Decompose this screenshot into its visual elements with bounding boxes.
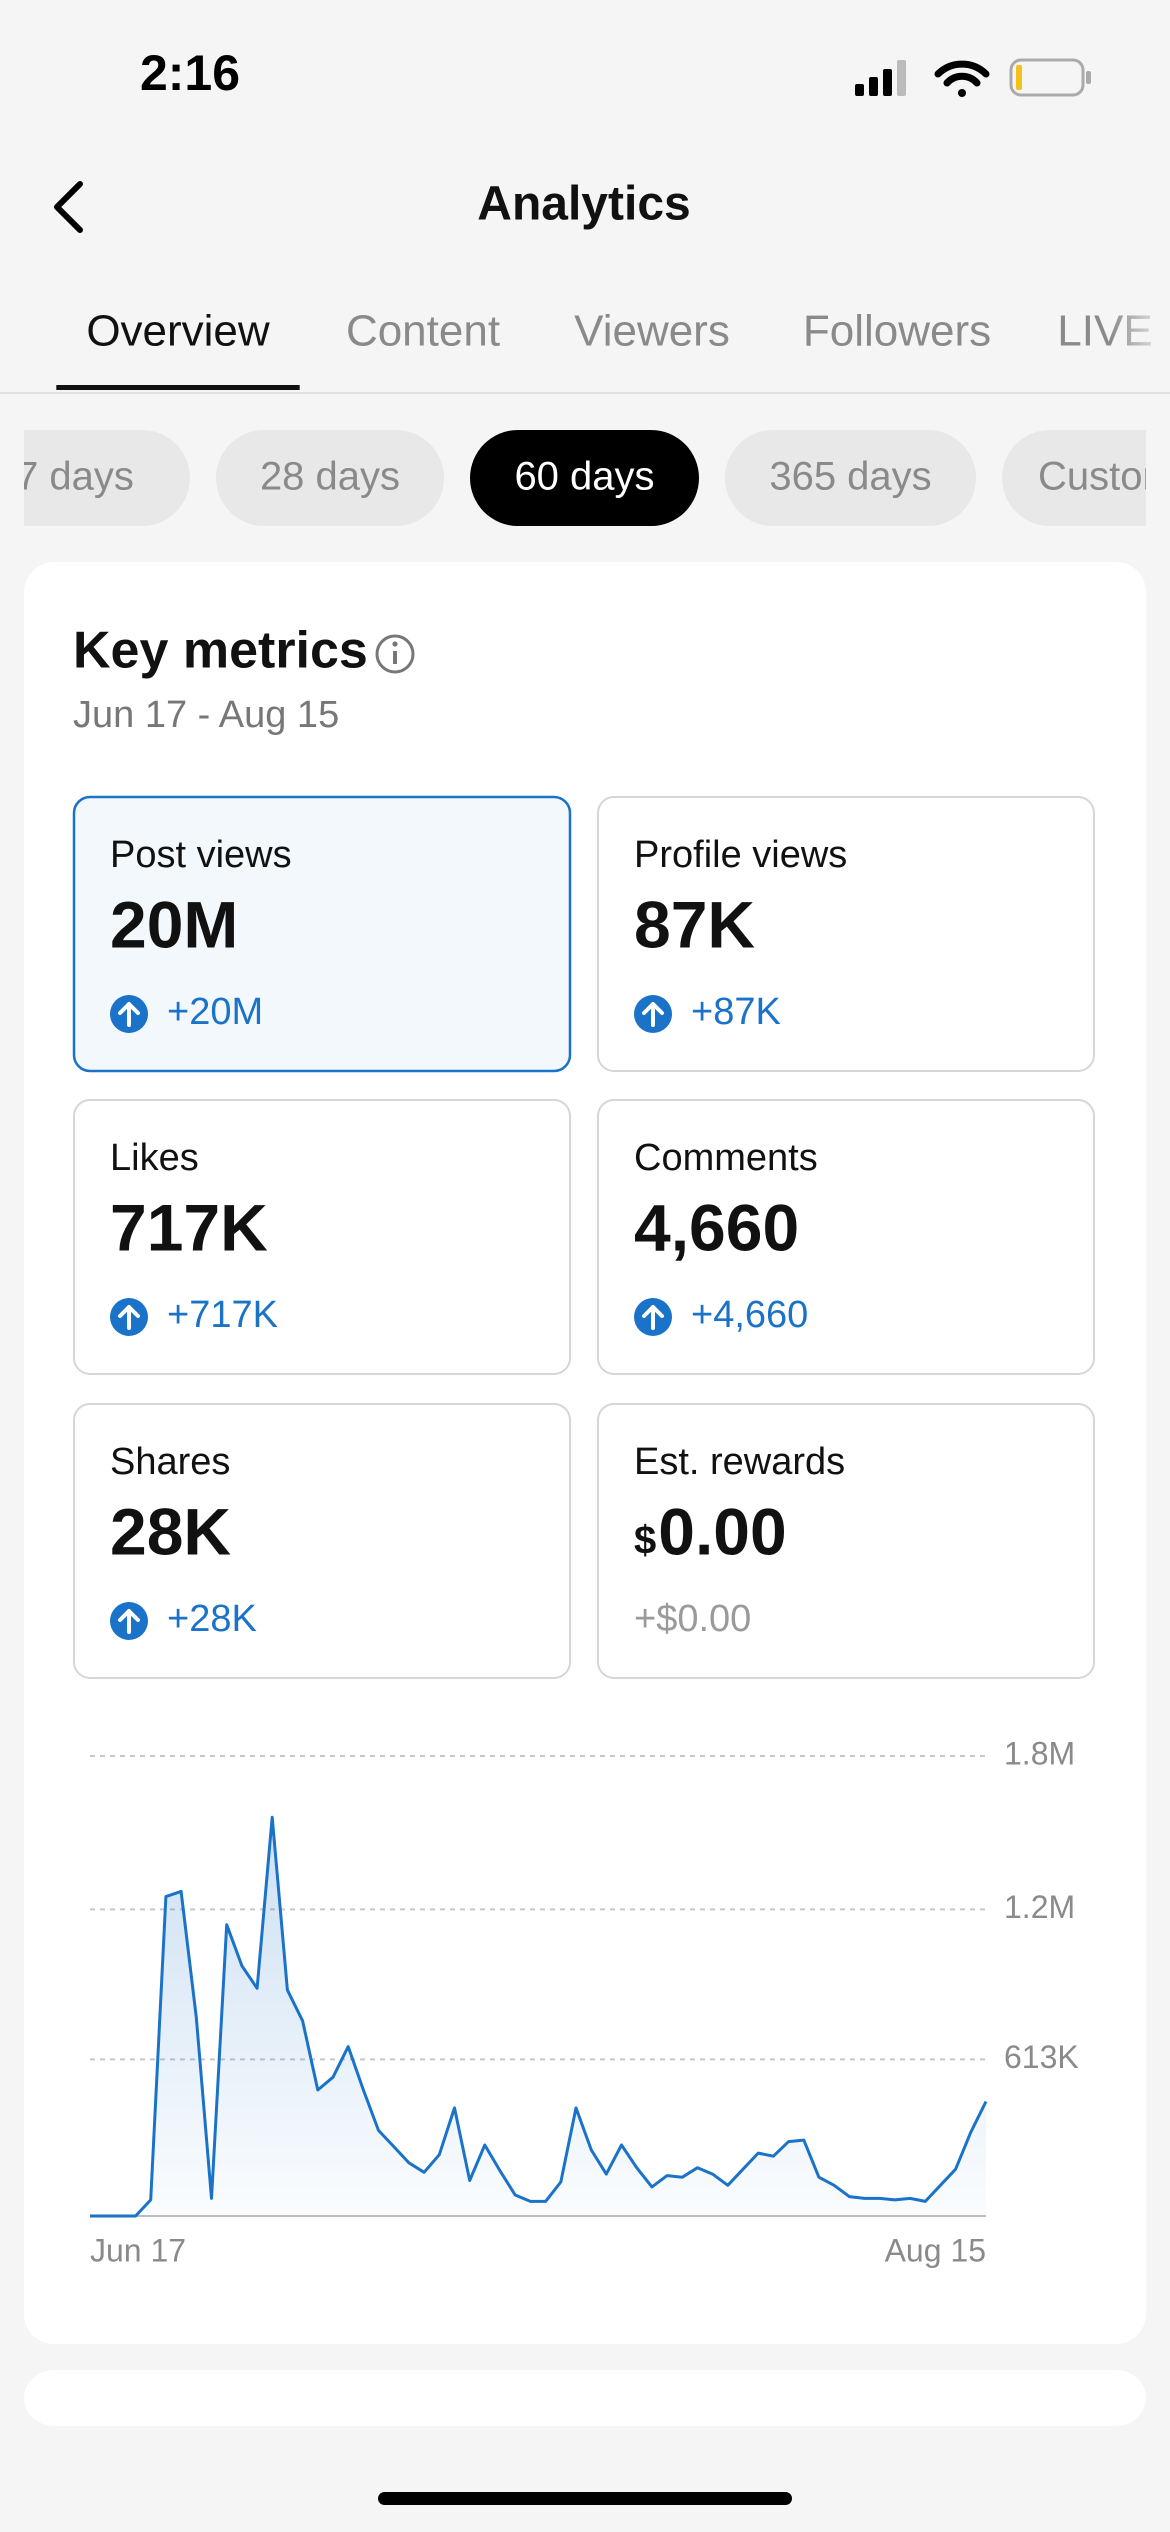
period-chip[interactable] xyxy=(470,430,699,526)
metric-box[interactable] xyxy=(597,796,1095,1072)
tab-fade xyxy=(1110,290,1170,390)
metric-currency: $ xyxy=(634,1519,656,1563)
metric-delta: +20M xyxy=(167,991,263,1033)
tab-bar: Overview Content Viewers Followers LIVE xyxy=(56,307,1153,390)
metric-value: 87K xyxy=(634,887,755,961)
y-tick-label: 613K xyxy=(1004,2039,1079,2075)
bottom-area xyxy=(0,2426,1170,2532)
page-title: Analytics xyxy=(477,178,690,231)
battery-icon xyxy=(1009,58,1091,97)
metric-label: Shares xyxy=(110,1441,230,1483)
tab[interactable]: Viewers xyxy=(574,307,730,356)
period-chip[interactable] xyxy=(1002,430,1170,526)
metric-value: 4,660 xyxy=(634,1190,799,1264)
metric-box[interactable] xyxy=(597,1099,1095,1375)
metric-box[interactable] xyxy=(597,1403,1095,1679)
period-label: 60 days xyxy=(514,455,654,499)
metric-label: Comments xyxy=(634,1137,818,1179)
period-chips: 7 days 28 days 60 days 365 days Custom xyxy=(0,430,1170,526)
tab-underline xyxy=(56,385,300,390)
metric-delta: +87K xyxy=(691,991,781,1033)
back-button[interactable] xyxy=(54,181,83,233)
metric-label: Likes xyxy=(110,1137,199,1179)
wifi-icon xyxy=(934,60,990,97)
metric-value: 0.00 xyxy=(658,1494,786,1568)
card-title: Key metrics xyxy=(73,622,368,680)
date-range: Jun 17 - Aug 15 xyxy=(73,694,339,736)
metric-delta: +28K xyxy=(167,1598,257,1640)
area xyxy=(90,1817,986,2216)
period-chip[interactable] xyxy=(0,430,190,526)
metric-box[interactable] xyxy=(73,1403,571,1679)
x-tick-label: Jun 17 xyxy=(90,2232,186,2268)
tab[interactable]: Overview xyxy=(86,307,270,356)
tab-divider xyxy=(0,392,1170,394)
metric-box[interactable] xyxy=(72,795,572,1073)
trend-arrow xyxy=(118,1609,140,1634)
metric-delta: +4,660 xyxy=(691,1294,808,1336)
period-label: 7 days xyxy=(16,455,134,499)
chart: 613K 1.2M 1.8M Jun 17 Aug 15 xyxy=(90,1735,1079,2268)
y-tick-label: 1.2M xyxy=(1004,1889,1075,1925)
x-tick-label: Aug 15 xyxy=(885,2232,986,2268)
metric-box[interactable] xyxy=(73,1099,571,1375)
signal-icon xyxy=(855,60,906,96)
tab[interactable]: Followers xyxy=(803,307,991,356)
metric-value: 28K xyxy=(110,1494,231,1568)
metric-delta: +717K xyxy=(167,1294,278,1336)
tab[interactable]: Content xyxy=(346,307,500,356)
info-icon[interactable] xyxy=(375,634,415,674)
metric-label: Est. rewards xyxy=(634,1441,845,1483)
trend-arrow xyxy=(642,1305,664,1330)
line xyxy=(90,1815,988,2218)
next-card xyxy=(24,2370,1146,2426)
period-label: 28 days xyxy=(260,455,400,499)
trend-arrow xyxy=(118,1305,140,1330)
status-time: 2:16 xyxy=(140,45,240,101)
metric-grid: Post views 20M +20M Profile views 87K +87K Lik… xyxy=(72,795,1095,1679)
metric-delta: +$0.00 xyxy=(634,1598,751,1640)
metric-label: Post views xyxy=(110,834,292,876)
trend-arrow xyxy=(642,1002,664,1027)
y-tick-label: 1.8M xyxy=(1004,1735,1075,1771)
home-indicator xyxy=(378,2492,792,2505)
period-label: 365 days xyxy=(769,455,931,499)
period-chip[interactable] xyxy=(216,430,444,526)
metric-value: 717K xyxy=(110,1190,268,1264)
period-label: Custom xyxy=(1038,455,1170,499)
metric-value: 20M xyxy=(110,887,238,961)
metric-label: Profile views xyxy=(634,834,847,876)
period-chip[interactable] xyxy=(725,430,976,526)
trend-arrow xyxy=(118,1002,140,1027)
